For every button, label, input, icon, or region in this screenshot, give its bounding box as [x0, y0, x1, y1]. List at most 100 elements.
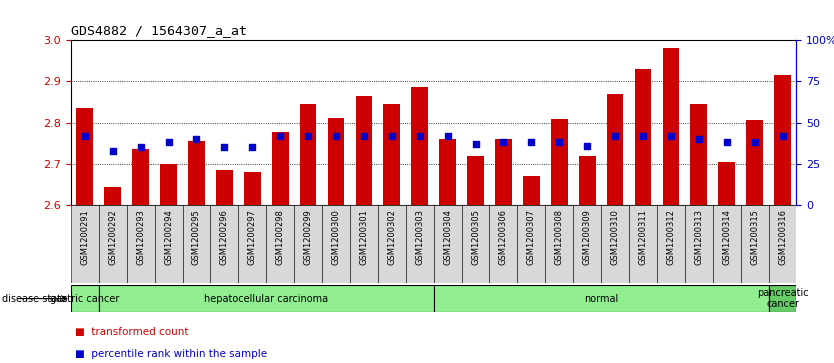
- Text: GSM1200302: GSM1200302: [387, 209, 396, 265]
- Point: [301, 133, 314, 139]
- Bar: [328, 118, 344, 205]
- Bar: [635, 69, 651, 205]
- Text: GSM1200294: GSM1200294: [164, 209, 173, 265]
- Bar: [579, 155, 595, 205]
- Bar: [461, 205, 490, 283]
- Bar: [350, 205, 378, 283]
- Text: GSM1200311: GSM1200311: [639, 209, 647, 265]
- Bar: [718, 162, 735, 205]
- Text: GSM1200304: GSM1200304: [443, 209, 452, 265]
- Bar: [685, 205, 713, 283]
- Bar: [210, 205, 239, 283]
- Bar: [98, 285, 434, 312]
- Point: [664, 133, 677, 139]
- Point: [525, 139, 538, 145]
- Point: [748, 139, 761, 145]
- Text: GSM1200292: GSM1200292: [108, 209, 118, 265]
- Text: disease state: disease state: [2, 294, 67, 304]
- Bar: [517, 205, 545, 283]
- Point: [692, 136, 706, 142]
- Bar: [411, 87, 428, 205]
- Text: GSM1200310: GSM1200310: [610, 209, 620, 265]
- Bar: [133, 149, 149, 205]
- Text: gastric cancer: gastric cancer: [50, 294, 119, 303]
- Point: [245, 144, 259, 150]
- Point: [720, 139, 733, 145]
- Text: GSM1200303: GSM1200303: [415, 209, 425, 265]
- Bar: [294, 205, 322, 283]
- Bar: [490, 205, 517, 283]
- Point: [218, 144, 231, 150]
- Point: [78, 133, 92, 139]
- Point: [497, 139, 510, 145]
- Point: [553, 139, 566, 145]
- Bar: [127, 205, 154, 283]
- Bar: [601, 205, 629, 283]
- Bar: [774, 75, 791, 205]
- Text: GSM1200298: GSM1200298: [276, 209, 284, 265]
- Bar: [741, 205, 769, 283]
- Text: GSM1200314: GSM1200314: [722, 209, 731, 265]
- Bar: [523, 176, 540, 205]
- Text: GSM1200312: GSM1200312: [666, 209, 676, 265]
- Point: [469, 141, 482, 147]
- Text: GSM1200291: GSM1200291: [80, 209, 89, 265]
- Text: GSM1200315: GSM1200315: [750, 209, 759, 265]
- Point: [441, 133, 455, 139]
- Text: GSM1200309: GSM1200309: [583, 209, 591, 265]
- Bar: [384, 104, 400, 205]
- Bar: [440, 139, 456, 205]
- Bar: [434, 205, 461, 283]
- Text: GSM1200300: GSM1200300: [331, 209, 340, 265]
- Bar: [573, 205, 601, 283]
- Text: hepatocellular carcinoma: hepatocellular carcinoma: [204, 294, 329, 303]
- Bar: [746, 121, 763, 205]
- Text: GSM1200305: GSM1200305: [471, 209, 480, 265]
- Point: [636, 133, 650, 139]
- Bar: [239, 205, 266, 283]
- Text: GSM1200299: GSM1200299: [304, 209, 313, 265]
- Bar: [378, 205, 406, 283]
- Text: GSM1200308: GSM1200308: [555, 209, 564, 265]
- Bar: [434, 285, 769, 312]
- Point: [580, 143, 594, 148]
- Text: GSM1200297: GSM1200297: [248, 209, 257, 265]
- Text: GDS4882 / 1564307_a_at: GDS4882 / 1564307_a_at: [71, 24, 247, 37]
- Text: GSM1200307: GSM1200307: [527, 209, 536, 265]
- Point: [106, 148, 119, 154]
- Bar: [216, 170, 233, 205]
- Text: pancreatic
cancer: pancreatic cancer: [756, 288, 808, 309]
- Bar: [769, 205, 796, 283]
- Bar: [606, 94, 624, 205]
- Bar: [551, 119, 568, 205]
- Bar: [71, 285, 98, 312]
- Bar: [244, 172, 261, 205]
- Text: GSM1200293: GSM1200293: [136, 209, 145, 265]
- Bar: [77, 108, 93, 205]
- Bar: [662, 48, 679, 205]
- Point: [134, 144, 148, 150]
- Bar: [713, 205, 741, 283]
- Point: [162, 139, 175, 145]
- Bar: [98, 205, 127, 283]
- Bar: [71, 205, 98, 283]
- Bar: [188, 141, 205, 205]
- Bar: [467, 155, 484, 205]
- Bar: [495, 139, 512, 205]
- Point: [357, 133, 370, 139]
- Point: [190, 136, 203, 142]
- Text: GSM1200313: GSM1200313: [694, 209, 703, 265]
- Bar: [299, 104, 316, 205]
- Text: normal: normal: [584, 294, 618, 303]
- Bar: [406, 205, 434, 283]
- Bar: [322, 205, 350, 283]
- Text: ■  percentile rank within the sample: ■ percentile rank within the sample: [75, 349, 267, 359]
- Point: [385, 133, 399, 139]
- Text: GSM1200295: GSM1200295: [192, 209, 201, 265]
- Bar: [355, 96, 372, 205]
- Text: GSM1200306: GSM1200306: [499, 209, 508, 265]
- Bar: [266, 205, 294, 283]
- Text: GSM1200296: GSM1200296: [220, 209, 229, 265]
- Point: [608, 133, 621, 139]
- Text: GSM1200301: GSM1200301: [359, 209, 369, 265]
